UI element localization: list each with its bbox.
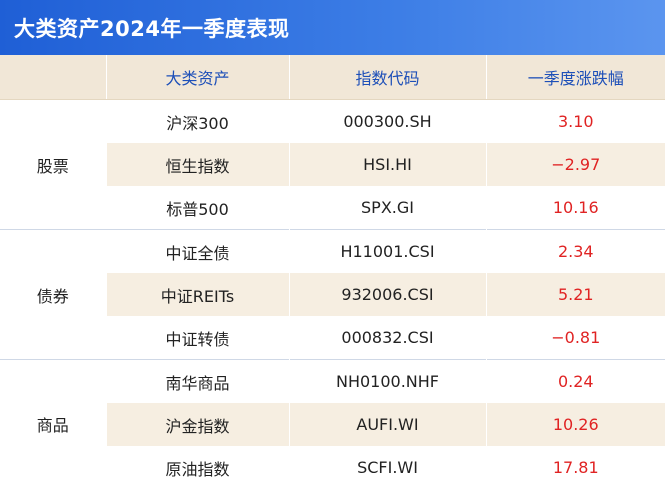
group-label-commodities: 商品	[0, 359, 106, 489]
index-code: HSI.HI	[288, 143, 486, 186]
index-code: SCFI.WI	[288, 446, 486, 489]
title-bar: 大类资产2024年一季度表现	[0, 0, 665, 55]
index-code: 932006.CSI	[288, 273, 486, 316]
change-value: 17.81	[485, 446, 665, 489]
asset-name: 南华商品	[105, 359, 289, 403]
table-row: 商品 南华商品 NH0100.NHF 0.24	[0, 359, 665, 489]
table-row: 中证转债 000832.CSI −0.81	[0, 316, 665, 360]
index-code: AUFI.WI	[288, 403, 486, 446]
table-row: 恒生指数 HSI.HI −2.97	[0, 143, 665, 186]
index-code: NH0100.NHF	[288, 359, 486, 403]
page-title: 大类资产2024年一季度表现	[14, 16, 290, 41]
change-value: 10.26	[485, 403, 665, 446]
header-row: 大类资产 指数代码 一季度涨跌幅	[0, 55, 665, 100]
asset-name: 中证REITs	[105, 273, 289, 316]
asset-name: 沪金指数	[105, 403, 289, 446]
table-row: 原油指数 SCFI.WI 17.81	[0, 446, 665, 489]
header-group	[0, 55, 106, 100]
change-value: 10.16	[485, 186, 665, 230]
group-label-stocks: 股票	[0, 99, 106, 230]
table-row: 中证REITs 932006.CSI 5.21	[0, 273, 665, 316]
index-code: H11001.CSI	[288, 229, 486, 273]
table-row: 标普500 SPX.GI 10.16	[0, 186, 665, 230]
index-code: SPX.GI	[288, 186, 486, 230]
change-value: −0.81	[485, 316, 665, 360]
table-row: 股票 沪深300 000300.SH 3.10	[0, 99, 665, 230]
asset-name: 原油指数	[105, 446, 289, 489]
asset-name: 标普500	[105, 186, 289, 230]
table-row: 债券 中证全债 H11001.CSI 2.34	[0, 229, 665, 360]
asset-name: 沪深300	[105, 99, 289, 143]
index-code: 000832.CSI	[288, 316, 486, 360]
change-value: 0.24	[485, 359, 665, 403]
change-value: −2.97	[485, 143, 665, 186]
change-value: 5.21	[485, 273, 665, 316]
change-value: 3.10	[485, 99, 665, 143]
header-asset-name: 大类资产	[105, 55, 289, 100]
change-value: 2.34	[485, 229, 665, 273]
asset-name: 中证转债	[105, 316, 289, 360]
asset-performance-table: 大类资产 指数代码 一季度涨跌幅 股票 沪深300 000300.SH 3.10…	[0, 55, 665, 489]
group-label-bonds: 债券	[0, 229, 106, 360]
asset-name: 恒生指数	[105, 143, 289, 186]
index-code: 000300.SH	[288, 99, 486, 143]
table-row: 沪金指数 AUFI.WI 10.26	[0, 403, 665, 446]
header-index-code: 指数代码	[288, 55, 486, 100]
header-change: 一季度涨跌幅	[485, 55, 665, 100]
asset-name: 中证全债	[105, 229, 289, 273]
